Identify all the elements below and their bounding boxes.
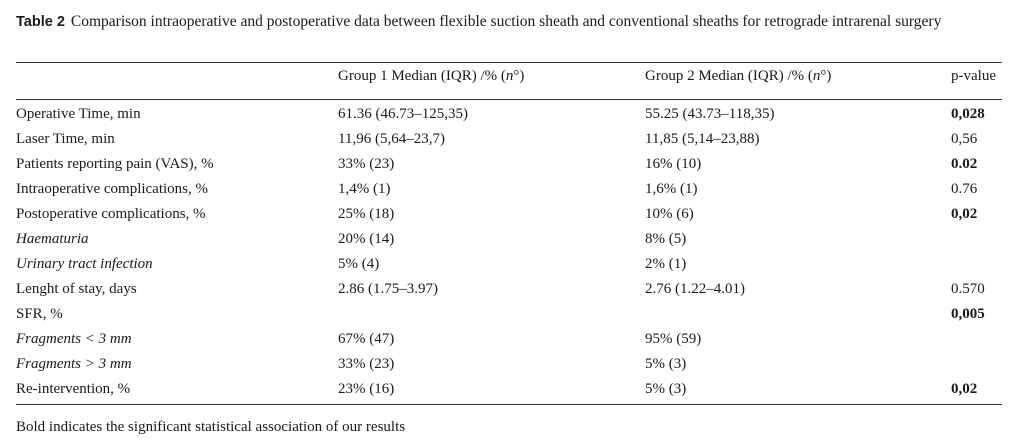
p-value: 0,005 xyxy=(951,306,985,322)
table-row: Postoperative complications, % 25% (18) 10… xyxy=(0,204,1014,229)
table-row: Re-intervention, % 23% (16) 5% (3) 0,02 xyxy=(0,379,1014,404)
group-2-value: 16% (10) xyxy=(645,156,702,172)
group-1-value: 2.86 (1.75–3.97) xyxy=(338,281,438,297)
header-group-1: Group 1 Median (IQR) /% (n°) xyxy=(338,68,525,84)
table-header-rule xyxy=(16,99,1002,100)
table-row: SFR, % 0,005 xyxy=(0,304,1014,329)
p-value: 0,028 xyxy=(951,106,985,122)
group-2-value: 5% (3) xyxy=(645,381,687,397)
p-value: 0,56 xyxy=(951,131,978,147)
table-body: Operative Time, min 61.36 (46.73–125,35) 5… xyxy=(0,104,1014,404)
group-2-value: 5% (3) xyxy=(645,356,687,372)
p-value: 0,02 xyxy=(951,206,978,222)
row-label: SFR, % xyxy=(16,306,63,322)
row-label: Patients reporting pain (VAS), % xyxy=(16,156,214,172)
row-label: Postoperative complications, % xyxy=(16,206,206,222)
row-label: Operative Time, min xyxy=(16,106,141,122)
group-2-value: 11,85 (5,14–23,88) xyxy=(645,131,760,147)
row-label: Re-intervention, % xyxy=(16,381,131,397)
group-1-value: 1,4% (1) xyxy=(338,181,391,197)
group-2-value: 95% (59) xyxy=(645,331,702,347)
table-row: Fragments < 3 mm 67% (47) 95% (59) xyxy=(0,329,1014,354)
group-1-value: 11,96 (5,64–23,7) xyxy=(338,131,445,147)
row-label: Fragments > 3 mm xyxy=(16,356,132,372)
group-1-value: 33% (23) xyxy=(338,156,395,172)
group-1-value: 67% (47) xyxy=(338,331,395,347)
group-2-value: 8% (5) xyxy=(645,231,687,247)
table-caption: Table 2 Comparison intraoperative and pos… xyxy=(16,12,1000,32)
group-1-value: 25% (18) xyxy=(338,206,395,222)
table-row: Fragments > 3 mm 33% (23) 5% (3) xyxy=(0,354,1014,379)
group-1-value: 61.36 (46.73–125,35) xyxy=(338,106,468,122)
group-2-value: 55.25 (43.73–118,35) xyxy=(645,106,775,122)
group-2-value: 2.76 (1.22–4.01) xyxy=(645,281,745,297)
row-label: Fragments < 3 mm xyxy=(16,331,132,347)
row-label: Urinary tract infection xyxy=(16,256,153,272)
p-value: 0.570 xyxy=(951,281,985,297)
group-1-value: 5% (4) xyxy=(338,256,380,272)
group-1-value: 33% (23) xyxy=(338,356,395,372)
table-row: Intraoperative complications, % 1,4% (1) 1… xyxy=(0,179,1014,204)
table-row: Urinary tract infection 5% (4) 2% (1) xyxy=(0,254,1014,279)
header-p-value: p-value xyxy=(951,68,996,84)
row-label: Haematuria xyxy=(16,231,89,247)
row-label: Intraoperative complications, % xyxy=(16,181,209,197)
group-1-value: 20% (14) xyxy=(338,231,395,247)
table-row: Patients reporting pain (VAS), % 33% (23)… xyxy=(0,154,1014,179)
table-caption-text: Comparison intraoperative and postoperat… xyxy=(70,13,942,30)
table-label: Table 2 xyxy=(16,14,65,30)
group-1-value: 23% (16) xyxy=(338,381,395,397)
p-value: 0.02 xyxy=(951,156,978,172)
table-row: Lenght of stay, days 2.86 (1.75–3.97) 2.76… xyxy=(0,279,1014,304)
p-value: 0,02 xyxy=(951,381,978,397)
row-label: Lenght of stay, days xyxy=(16,281,137,297)
group-2-value: 2% (1) xyxy=(645,256,687,272)
table-footnote: Bold indicates the significant statistic… xyxy=(16,419,406,435)
table-top-rule xyxy=(16,62,1002,63)
table-bottom-rule xyxy=(16,404,1002,405)
header-group-2: Group 2 Median (IQR) /% (n°) xyxy=(645,68,832,84)
table-row: Haematuria 20% (14) 8% (5) xyxy=(0,229,1014,254)
table-row: Operative Time, min 61.36 (46.73–125,35) 5… xyxy=(0,104,1014,129)
table-row: Laser Time, min 11,96 (5,64–23,7) 11,85 (5… xyxy=(0,129,1014,154)
group-2-value: 1,6% (1) xyxy=(645,181,698,197)
row-label: Laser Time, min xyxy=(16,131,115,147)
group-2-value: 10% (6) xyxy=(645,206,694,222)
p-value: 0.76 xyxy=(951,181,978,197)
